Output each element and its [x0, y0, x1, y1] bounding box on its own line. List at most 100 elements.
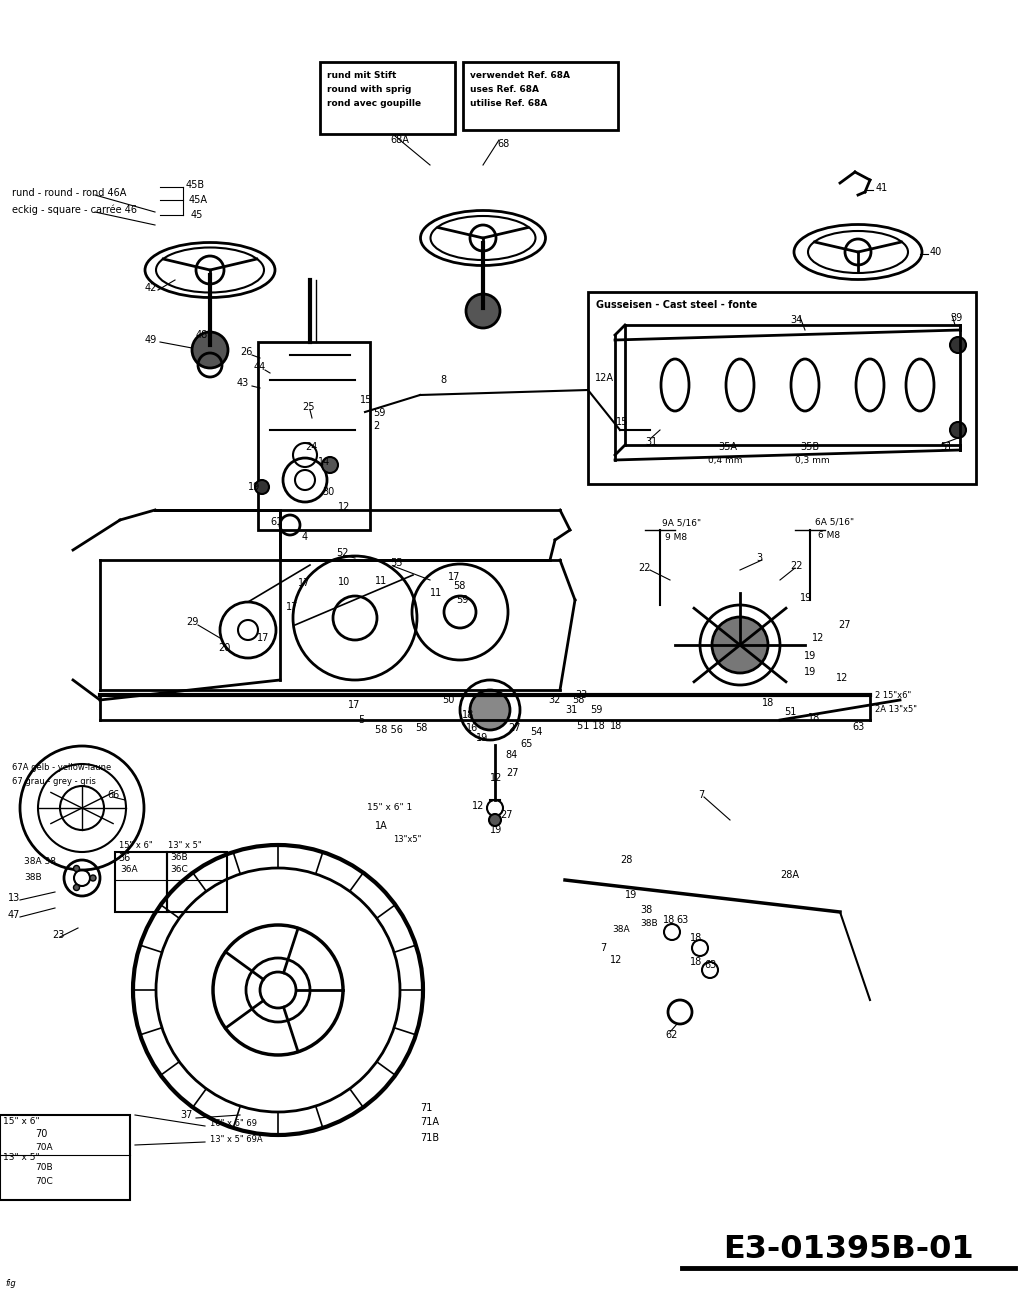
Text: 16: 16 [466, 723, 478, 733]
Text: 9 M8: 9 M8 [665, 532, 687, 541]
Text: 18: 18 [690, 933, 702, 942]
Text: 33: 33 [575, 689, 587, 700]
Text: 28: 28 [620, 855, 633, 865]
Text: 45A: 45A [189, 195, 208, 205]
Circle shape [489, 815, 501, 826]
Circle shape [950, 422, 966, 438]
Text: 68A: 68A [390, 136, 409, 145]
Text: 25: 25 [302, 402, 315, 412]
Circle shape [950, 337, 966, 352]
Circle shape [255, 480, 269, 494]
Bar [0, 1115, 130, 1201]
Text: 54: 54 [530, 727, 543, 737]
Text: 6 M8: 6 M8 [818, 532, 840, 541]
Text: 71B: 71B [420, 1133, 440, 1143]
Text: 58: 58 [453, 581, 465, 591]
Text: 67 grau - grey - gris: 67 grau - grey - gris [12, 777, 96, 786]
Text: 17: 17 [348, 700, 360, 710]
Text: 7: 7 [600, 942, 606, 953]
Text: Gusseisen - Cast steel - fonte: Gusseisen - Cast steel - fonte [596, 300, 757, 310]
Text: 52: 52 [336, 547, 349, 558]
Circle shape [470, 689, 510, 729]
Text: verwendet Ref. 68A: verwendet Ref. 68A [470, 71, 570, 80]
Text: 13" x 5" 69A: 13" x 5" 69A [209, 1136, 262, 1145]
Text: 63: 63 [852, 722, 864, 732]
Text: 35B: 35B [800, 442, 819, 452]
Text: 12A: 12A [595, 373, 614, 383]
Text: 18: 18 [462, 710, 475, 720]
Bar [167, 852, 227, 911]
Text: 30: 30 [322, 487, 334, 497]
Text: 27: 27 [499, 809, 513, 820]
Text: 12: 12 [490, 773, 503, 784]
Text: 2: 2 [373, 421, 379, 431]
Bar [588, 292, 976, 484]
Text: 2A 13"x5": 2A 13"x5" [875, 705, 917, 714]
Text: 7: 7 [698, 790, 704, 800]
Text: 39: 39 [950, 312, 962, 323]
Text: uses Ref. 68A: uses Ref. 68A [470, 85, 539, 94]
Text: 19: 19 [804, 651, 816, 661]
Text: 5: 5 [358, 715, 364, 726]
Text: 12: 12 [812, 633, 825, 643]
Bar [463, 62, 618, 130]
Text: 15" x 6" 1: 15" x 6" 1 [367, 803, 412, 812]
Text: 12: 12 [472, 800, 484, 811]
Text: 70C: 70C [35, 1177, 53, 1186]
Text: 59: 59 [456, 595, 469, 605]
Text: 18: 18 [690, 957, 702, 967]
Circle shape [192, 332, 228, 368]
Text: 41: 41 [876, 183, 889, 192]
Text: 19: 19 [804, 667, 816, 676]
Text: rund mit Stift: rund mit Stift [327, 71, 396, 80]
Text: 58 56: 58 56 [375, 726, 402, 735]
Text: 36C: 36C [170, 865, 188, 874]
Text: 45: 45 [191, 210, 203, 219]
Text: 31: 31 [645, 436, 657, 447]
Circle shape [712, 617, 768, 673]
Text: 11: 11 [375, 576, 387, 586]
Text: 51 18: 51 18 [577, 720, 605, 731]
Text: 10: 10 [338, 577, 350, 587]
Text: 51: 51 [784, 707, 797, 717]
Bar [258, 342, 370, 531]
Text: 15: 15 [360, 395, 373, 405]
Text: E3-01395B-01: E3-01395B-01 [722, 1234, 973, 1265]
Text: 44: 44 [254, 361, 266, 372]
Circle shape [73, 884, 79, 891]
Text: 34: 34 [791, 315, 802, 325]
Text: 2 15"x6": 2 15"x6" [875, 691, 911, 700]
Text: 19: 19 [476, 733, 488, 744]
Text: 51: 51 [940, 442, 953, 452]
Text: 62: 62 [665, 1030, 677, 1041]
Text: 48: 48 [196, 330, 208, 340]
Text: 55: 55 [390, 558, 402, 568]
Text: 40: 40 [930, 247, 942, 257]
Text: 31: 31 [565, 705, 577, 715]
Text: 42: 42 [146, 283, 157, 293]
Text: 63: 63 [704, 961, 716, 970]
Circle shape [322, 457, 338, 473]
Text: 29: 29 [186, 617, 198, 627]
Text: 13: 13 [8, 893, 21, 902]
Text: 9A 5/16": 9A 5/16" [662, 519, 701, 528]
Text: 27: 27 [838, 620, 850, 630]
Text: 15" x 6": 15" x 6" [3, 1118, 39, 1127]
Text: 45B: 45B [186, 179, 205, 190]
Text: 71A: 71A [420, 1117, 439, 1127]
Text: 36: 36 [118, 853, 130, 862]
Text: 49: 49 [146, 334, 157, 345]
Text: 17: 17 [257, 633, 269, 643]
Text: 27: 27 [508, 723, 520, 733]
Text: 19: 19 [248, 482, 260, 492]
Text: 12: 12 [338, 502, 351, 513]
Text: 68: 68 [497, 139, 509, 148]
Text: 13"x5": 13"x5" [393, 835, 421, 844]
Text: 19: 19 [625, 889, 637, 900]
Text: 19: 19 [800, 593, 812, 603]
Text: 23: 23 [52, 930, 64, 940]
Bar [115, 852, 167, 911]
Text: 17: 17 [298, 578, 311, 587]
Text: 59: 59 [590, 705, 603, 715]
Circle shape [90, 875, 96, 880]
